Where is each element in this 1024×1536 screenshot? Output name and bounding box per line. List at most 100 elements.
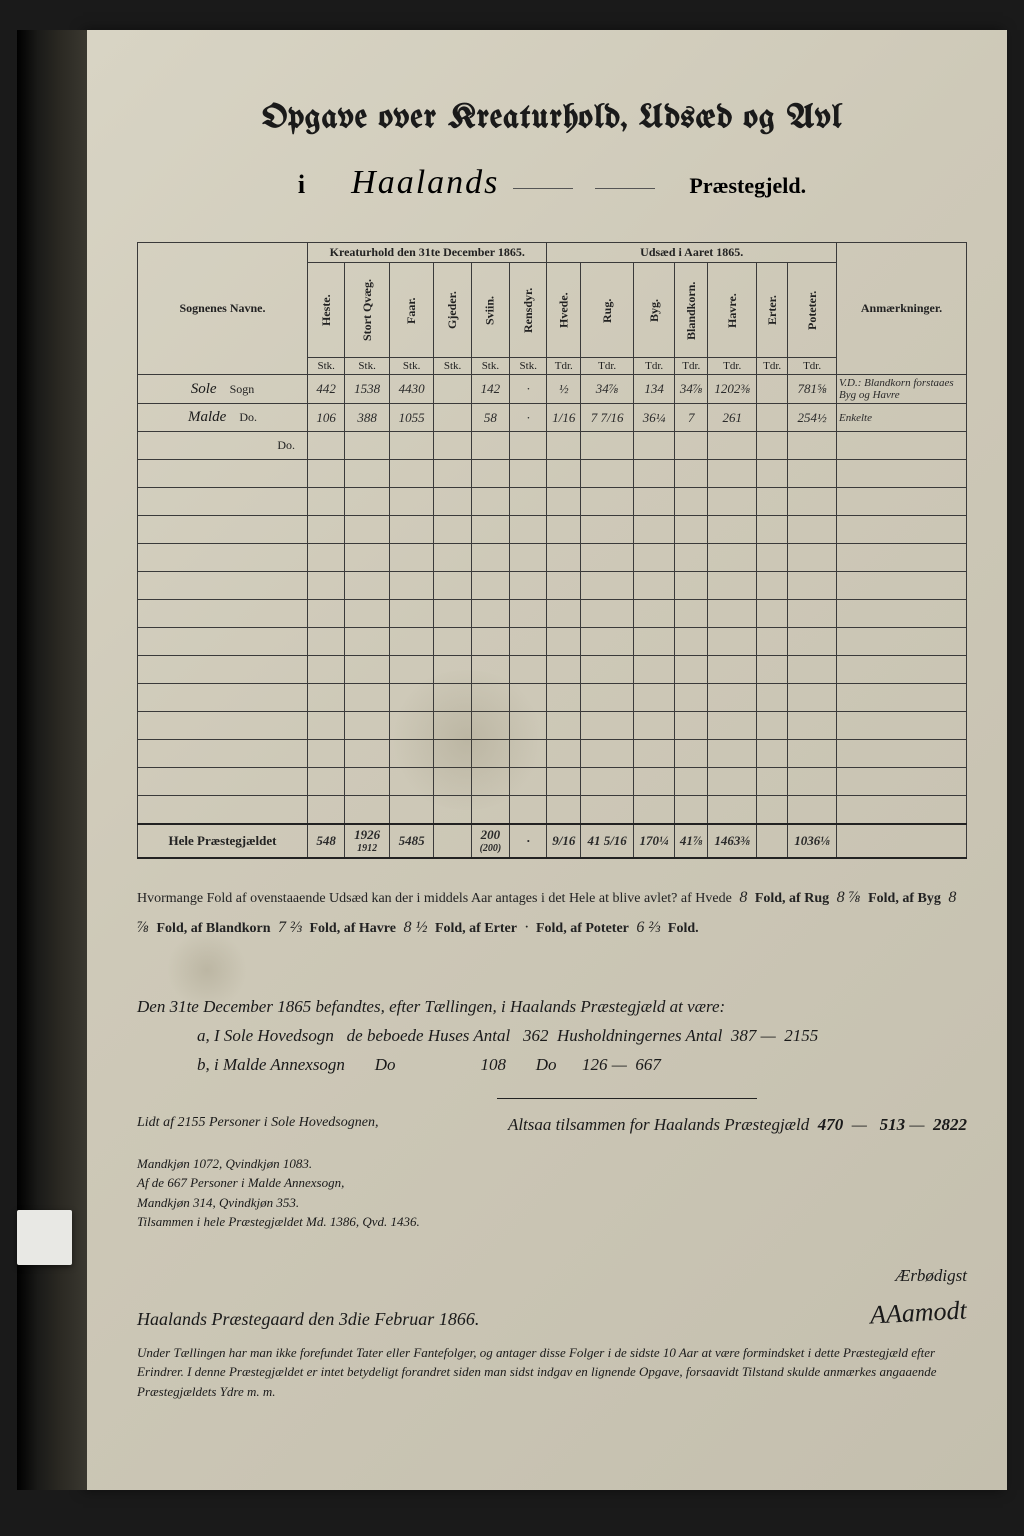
col-remarks: Anmærkninger. [837,243,967,375]
col-header: Poteter. [788,263,837,358]
remark-cell: Enkelte [837,404,967,432]
yield-lead: Hvormange Fold af ovenstaaende Udsæd kan… [137,891,732,906]
total-line: Lidt af 2155 Personer i Sole Hovedsognen… [137,1111,967,1140]
group-livestock: Kreaturhold den 31te December 1865. [308,243,547,263]
main-title: Opgave over Kreaturhold, Udsæd og Avl [137,100,967,136]
blank-rule [595,188,655,189]
table-row-empty [138,460,967,488]
col-header: Faar. [389,263,434,358]
footnote: Under Tællingen har man ikke forefundet … [137,1343,967,1402]
unit-cell: Tdr. [788,358,837,375]
col-header: Hvede. [547,263,581,358]
v-rug: 8 ⅞ [833,889,865,906]
col-header: Erter. [757,263,788,358]
value-cell: 7 [675,404,708,432]
row-name: Sole Sogn [138,375,308,404]
value-cell: 134 [634,375,675,404]
suffix-label: Præstegjeld. [689,173,806,198]
table-row-empty [138,656,967,684]
unit-cell: Stk. [471,358,509,375]
total-cell: 1036⅛ [788,824,837,858]
col-header: Byg. [634,263,675,358]
col-header: Heste. [308,263,345,358]
remark-cell: V.D.: Blandkorn forstaaes Byg og Havre [837,375,967,404]
value-cell: 781⅝ [788,375,837,404]
unit-cell: Tdr. [708,358,757,375]
census-table: Sognenes Navne. Kreaturhold den 31te Dec… [137,242,967,859]
table-row-empty [138,628,967,656]
value-cell: · [510,375,547,404]
value-cell: 4430 [389,375,434,404]
total-cell [434,824,471,858]
col-header: Rensdyr. [510,263,547,358]
date-line: Den 31te December 1865 befandtes, efter … [137,993,967,1022]
value-cell: 142 [471,375,509,404]
table-row: Sole Sogn44215384430142·½34⅞13434⅞1202⅜7… [138,375,967,404]
table-row-empty [138,516,967,544]
v-poteter: 6 ⅔ [632,919,664,936]
table-row-empty [138,544,967,572]
blank-rule [513,188,573,189]
total-cell: 41⅞ [675,824,708,858]
table-row-empty [138,768,967,796]
unit-cell: Tdr. [581,358,634,375]
value-cell [434,404,471,432]
subtitle-line: i Haalands Præstegjeld. [137,164,967,202]
prefix-i: i [298,170,305,199]
col-header: Blandkorn. [675,263,708,358]
table-row-empty [138,684,967,712]
table-row-empty [138,600,967,628]
unit-cell: Stk. [510,358,547,375]
parish-name: Haalands [351,164,499,201]
unit-cell: Tdr. [547,358,581,375]
table-row-total: Hele Præstegjældet548192619125485200(200… [138,824,967,858]
page-title-block: Opgave over Kreaturhold, Udsæd og Avl i … [137,100,967,202]
total-cell: 170¼ [634,824,675,858]
value-cell: 58 [471,404,509,432]
value-cell: 1/16 [547,404,581,432]
total-cell [757,824,788,858]
v-hvede: 8 [735,889,751,906]
signature: AAamodt [869,1288,968,1337]
col-header: Gjeder. [434,263,471,358]
closing: Ærbødigst [870,1262,967,1291]
value-cell: 1055 [389,404,434,432]
l-rug: Rug [804,891,829,906]
table-row-empty [138,740,967,768]
value-cell: · [510,404,547,432]
table-row: Do. [138,432,967,460]
table-row-empty [138,712,967,740]
table-row-empty [138,796,967,824]
paper-stain [167,930,247,1010]
v-havre: 8 ½ [399,919,431,936]
value-cell: 1202⅜ [708,375,757,404]
row-name: Malde Do. [138,404,308,432]
col-sogn: Sognenes Navne. [138,243,308,375]
bookmark-tab [17,1210,72,1265]
line-b: b, i Malde Annexsogn Do 108 Do 126 — 667 [197,1051,967,1080]
v-erter: · [520,919,532,936]
table-body: Sole Sogn44215384430142·½34⅞13434⅞1202⅜7… [138,375,967,858]
table-row: Malde Do.106388105558·1/167 7/1636¼72612… [138,404,967,432]
total-cell: 548 [308,824,345,858]
signature-block: Haalands Præstegaard den 3die Februar 18… [137,1262,967,1335]
value-cell [434,375,471,404]
total-cell: 9/16 [547,824,581,858]
value-cell: 1538 [345,375,390,404]
paper-stain [387,670,547,810]
col-header: Stort Qvæg. [345,263,390,358]
table-head: Sognenes Navne. Kreaturhold den 31te Dec… [138,243,967,375]
unit-cell: Tdr. [634,358,675,375]
group-seed: Udsæd i Aaret 1865. [547,243,837,263]
value-cell: 34⅞ [675,375,708,404]
table-row-empty [138,488,967,516]
value-cell: 106 [308,404,345,432]
value-cell [757,404,788,432]
col-header: Havre. [708,263,757,358]
total-cell: 5485 [389,824,434,858]
value-cell: 36¼ [634,404,675,432]
unit-cell: Tdr. [757,358,788,375]
col-header: Rug. [581,263,634,358]
total-label: Hele Præstegjældet [138,824,308,858]
value-cell: 261 [708,404,757,432]
